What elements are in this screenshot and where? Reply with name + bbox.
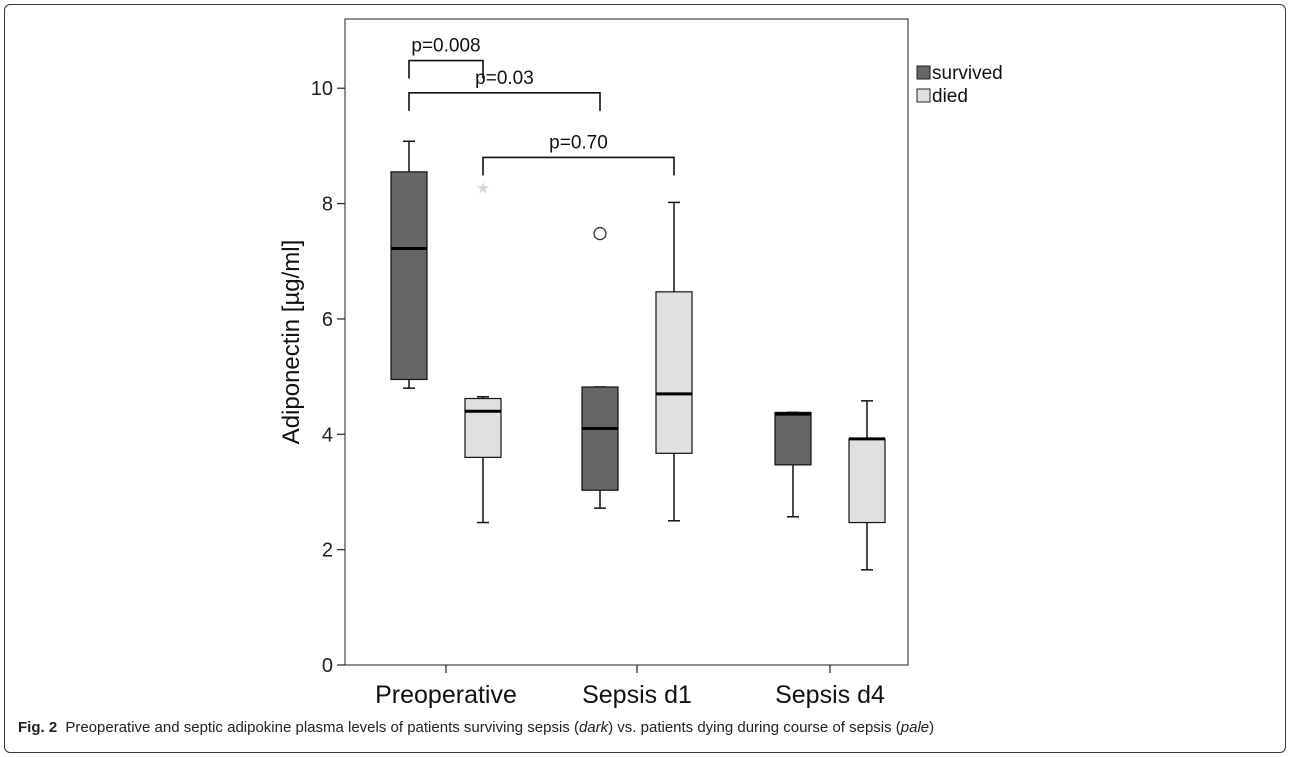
box-iqr [464, 397, 502, 458]
y-axis: 0 2 4 6 8 10 [311, 78, 345, 677]
legend-swatch-died [916, 88, 931, 103]
box-iqr [581, 386, 619, 491]
box-died-preoperative [464, 396, 502, 524]
outlier-star: ★ [476, 178, 490, 197]
bracket-label: p=0.70 [549, 132, 608, 153]
box-iqr [774, 411, 812, 466]
y-axis-label: Adiponectin [µg/ml] [278, 240, 305, 445]
plot-area [344, 18, 909, 666]
legend-label-died: died [932, 86, 968, 107]
caption-text: Preoperative and septic adipokine plasma… [61, 719, 579, 736]
box-iqr [390, 171, 428, 381]
figure-caption: Fig. 2 Preoperative and septic adipokine… [18, 719, 934, 736]
box-survived-preoperative [390, 140, 428, 389]
bracket: p=0.008 [408, 36, 484, 79]
box-iqr [848, 438, 886, 524]
caption-text: ) [929, 719, 935, 736]
y-tick-label: 10 [311, 78, 333, 100]
bracket: p=0.03 [408, 68, 601, 111]
figure-frame [4, 4, 1286, 753]
caption-italic-pale: pale [900, 719, 930, 736]
legend-label-survived: survived [932, 63, 1003, 84]
box-died-sepsis-d1 [655, 201, 693, 522]
significance-brackets: p=0.008 p=0.03 p=0.70 [408, 36, 675, 176]
box-survived-sepsis-d4 [774, 411, 812, 518]
box-survived-sepsis-d1 [581, 386, 619, 509]
y-tick-label: 4 [322, 424, 333, 446]
bracket-label: p=0.03 [475, 68, 534, 89]
caption-text: ) vs. patients dying during course of se… [608, 719, 901, 736]
y-tick-label: 0 [322, 655, 333, 677]
x-tick-label: Sepsis d4 [775, 681, 885, 709]
bracket-line [482, 156, 675, 176]
bracket-line [408, 92, 601, 111]
x-axis: Preoperative Sepsis d1 Sepsis d4 [375, 665, 885, 709]
y-tick-label: 2 [322, 540, 333, 562]
outliers: ★ [476, 178, 607, 241]
y-tick-label: 6 [322, 309, 333, 331]
x-tick-label: Preoperative [375, 681, 517, 709]
boxes [390, 140, 886, 571]
caption-label: Fig. 2 [18, 719, 58, 736]
caption-italic-dark: dark [578, 719, 609, 736]
x-tick-label: Sepsis d1 [582, 681, 692, 709]
outlier-circle [593, 226, 607, 241]
y-tick-label: 8 [322, 194, 333, 216]
bracket-label: p=0.008 [411, 36, 480, 57]
box-died-sepsis-d4 [848, 400, 886, 571]
bracket-line [408, 59, 484, 79]
bracket: p=0.70 [482, 132, 675, 176]
box-iqr [655, 291, 693, 454]
legend-swatch-survived [916, 65, 931, 80]
